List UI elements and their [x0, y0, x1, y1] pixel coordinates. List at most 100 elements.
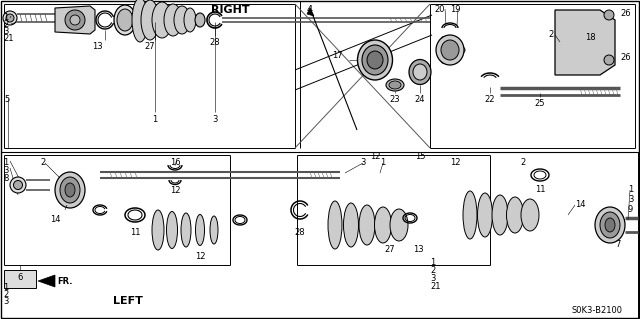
- Text: 3: 3: [3, 297, 8, 306]
- Ellipse shape: [595, 207, 625, 243]
- Text: 12: 12: [450, 158, 461, 167]
- Ellipse shape: [441, 37, 450, 48]
- Ellipse shape: [359, 205, 375, 245]
- Text: 3: 3: [3, 27, 8, 36]
- Text: 26: 26: [620, 9, 630, 18]
- Ellipse shape: [152, 210, 164, 250]
- Text: 21: 21: [430, 282, 440, 291]
- Polygon shape: [38, 275, 55, 287]
- Text: 1: 1: [430, 258, 435, 267]
- Ellipse shape: [65, 183, 75, 197]
- Text: 15: 15: [415, 152, 426, 161]
- Ellipse shape: [441, 40, 459, 60]
- Ellipse shape: [132, 0, 148, 42]
- Text: 18: 18: [585, 33, 595, 42]
- Ellipse shape: [55, 172, 85, 208]
- Ellipse shape: [453, 46, 465, 54]
- Text: 2: 2: [40, 158, 45, 167]
- Ellipse shape: [409, 60, 431, 85]
- Circle shape: [604, 55, 614, 65]
- Text: 2: 2: [520, 158, 525, 167]
- Ellipse shape: [328, 201, 342, 249]
- Circle shape: [3, 11, 17, 25]
- Circle shape: [70, 15, 80, 25]
- Circle shape: [65, 10, 85, 30]
- Text: 11: 11: [535, 185, 545, 194]
- Text: 25: 25: [535, 99, 545, 108]
- Polygon shape: [307, 8, 314, 16]
- Text: 17: 17: [332, 50, 343, 60]
- Text: 13: 13: [92, 42, 102, 51]
- Circle shape: [13, 181, 22, 189]
- Ellipse shape: [413, 64, 427, 80]
- Ellipse shape: [164, 4, 182, 36]
- Ellipse shape: [389, 81, 401, 89]
- Text: 12: 12: [195, 252, 205, 261]
- Text: S0K3-B2100: S0K3-B2100: [572, 306, 623, 315]
- Text: 26: 26: [620, 54, 630, 63]
- Ellipse shape: [117, 9, 133, 31]
- Circle shape: [6, 14, 14, 22]
- Ellipse shape: [374, 207, 392, 243]
- Text: 23: 23: [390, 95, 400, 104]
- Text: 6: 6: [17, 273, 22, 283]
- Text: 28: 28: [294, 228, 305, 237]
- Ellipse shape: [386, 79, 404, 91]
- Polygon shape: [55, 6, 95, 34]
- Text: 3: 3: [628, 195, 634, 204]
- Circle shape: [604, 10, 614, 20]
- Text: 5: 5: [4, 95, 9, 104]
- Ellipse shape: [390, 209, 408, 241]
- Text: 19: 19: [450, 5, 460, 14]
- Text: 2: 2: [3, 290, 8, 299]
- Text: 9: 9: [628, 205, 633, 214]
- Text: 3: 3: [360, 158, 365, 167]
- Text: 16: 16: [170, 158, 180, 167]
- Ellipse shape: [141, 0, 159, 40]
- Ellipse shape: [195, 214, 205, 246]
- Ellipse shape: [367, 51, 383, 69]
- Text: 3: 3: [212, 115, 218, 124]
- Text: 8: 8: [3, 174, 8, 183]
- Text: 7: 7: [615, 240, 620, 249]
- Text: 3: 3: [3, 166, 8, 175]
- Ellipse shape: [114, 5, 136, 35]
- Text: 12: 12: [170, 186, 180, 195]
- Circle shape: [10, 177, 26, 193]
- Text: 11: 11: [130, 228, 140, 237]
- Ellipse shape: [166, 211, 177, 249]
- Text: 21: 21: [3, 34, 13, 43]
- Ellipse shape: [195, 13, 205, 27]
- Polygon shape: [555, 10, 615, 75]
- Text: 1: 1: [3, 13, 8, 22]
- Ellipse shape: [344, 203, 358, 247]
- Text: 1: 1: [628, 185, 633, 194]
- Bar: [4, 270, 36, 288]
- Text: 2: 2: [548, 30, 553, 39]
- Ellipse shape: [600, 212, 620, 238]
- Text: 2: 2: [3, 20, 8, 29]
- Text: 28: 28: [210, 38, 220, 47]
- Ellipse shape: [210, 216, 218, 244]
- Ellipse shape: [605, 218, 615, 232]
- Ellipse shape: [362, 45, 388, 75]
- Text: 4: 4: [307, 5, 313, 15]
- Ellipse shape: [184, 8, 196, 32]
- Text: 14: 14: [575, 200, 586, 209]
- Text: RIGHT: RIGHT: [211, 5, 250, 15]
- Text: 1: 1: [3, 158, 8, 167]
- Text: 27: 27: [145, 42, 156, 51]
- Ellipse shape: [152, 2, 172, 38]
- Ellipse shape: [174, 6, 190, 34]
- Ellipse shape: [463, 191, 477, 239]
- Ellipse shape: [436, 35, 464, 65]
- Text: 13: 13: [413, 245, 423, 254]
- Text: 3: 3: [430, 274, 435, 283]
- Text: 1: 1: [3, 283, 8, 292]
- Text: FR.: FR.: [57, 277, 72, 286]
- Text: 27: 27: [385, 245, 396, 254]
- Ellipse shape: [181, 213, 191, 247]
- Text: 14: 14: [50, 215, 60, 224]
- Text: 1: 1: [380, 158, 385, 167]
- Ellipse shape: [441, 52, 450, 63]
